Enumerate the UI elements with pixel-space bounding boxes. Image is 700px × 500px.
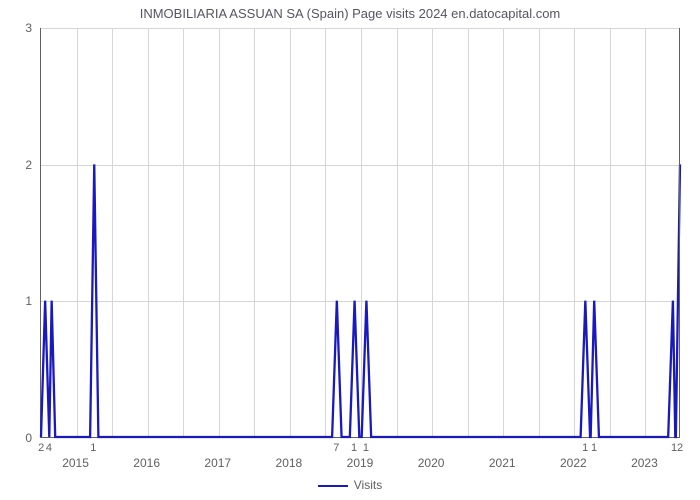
x-point-label: 1 (90, 442, 96, 454)
chart-title: INMOBILIARIA ASSUAN SA (Spain) Page visi… (0, 6, 700, 21)
x-year-label: 2016 (133, 456, 160, 470)
x-year-label: 2017 (204, 456, 231, 470)
x-axis-point-labels: 2417111112 (40, 442, 680, 456)
line-series (41, 28, 680, 437)
legend: Visits (0, 478, 700, 492)
y-tick-label: 2 (25, 158, 32, 172)
visits-line (41, 164, 680, 437)
x-point-label: 1 (582, 442, 588, 454)
x-point-label: 4 (46, 442, 52, 454)
x-year-label: 2015 (62, 456, 89, 470)
x-axis-year-labels: 2015 2016 2017 2018 2019 2020 2021 2022 2023 (40, 456, 680, 470)
y-tick-label: 1 (25, 294, 32, 308)
y-tick-label: 0 (25, 431, 32, 445)
x-year-label: 2020 (418, 456, 445, 470)
x-point-label: 1 (363, 442, 369, 454)
y-axis-ticks: 0123 (0, 28, 36, 438)
x-year-label: 2019 (347, 456, 374, 470)
x-point-label: 7 (333, 442, 339, 454)
x-year-label: 2023 (631, 456, 658, 470)
x-point-label: 2 (38, 442, 44, 454)
x-year-label: 2021 (489, 456, 516, 470)
chart-container: { "chart": { "type": "line", "title": "I… (0, 0, 700, 500)
x-year-label: 2022 (560, 456, 587, 470)
legend-label: Visits (354, 478, 382, 492)
legend-swatch (318, 485, 348, 487)
x-point-label: 2 (677, 442, 683, 454)
x-point-label: 1 (591, 442, 597, 454)
x-year-label: 2018 (276, 456, 303, 470)
plot-area (40, 28, 680, 438)
y-tick-label: 3 (25, 21, 32, 35)
x-point-label: 1 (351, 442, 357, 454)
